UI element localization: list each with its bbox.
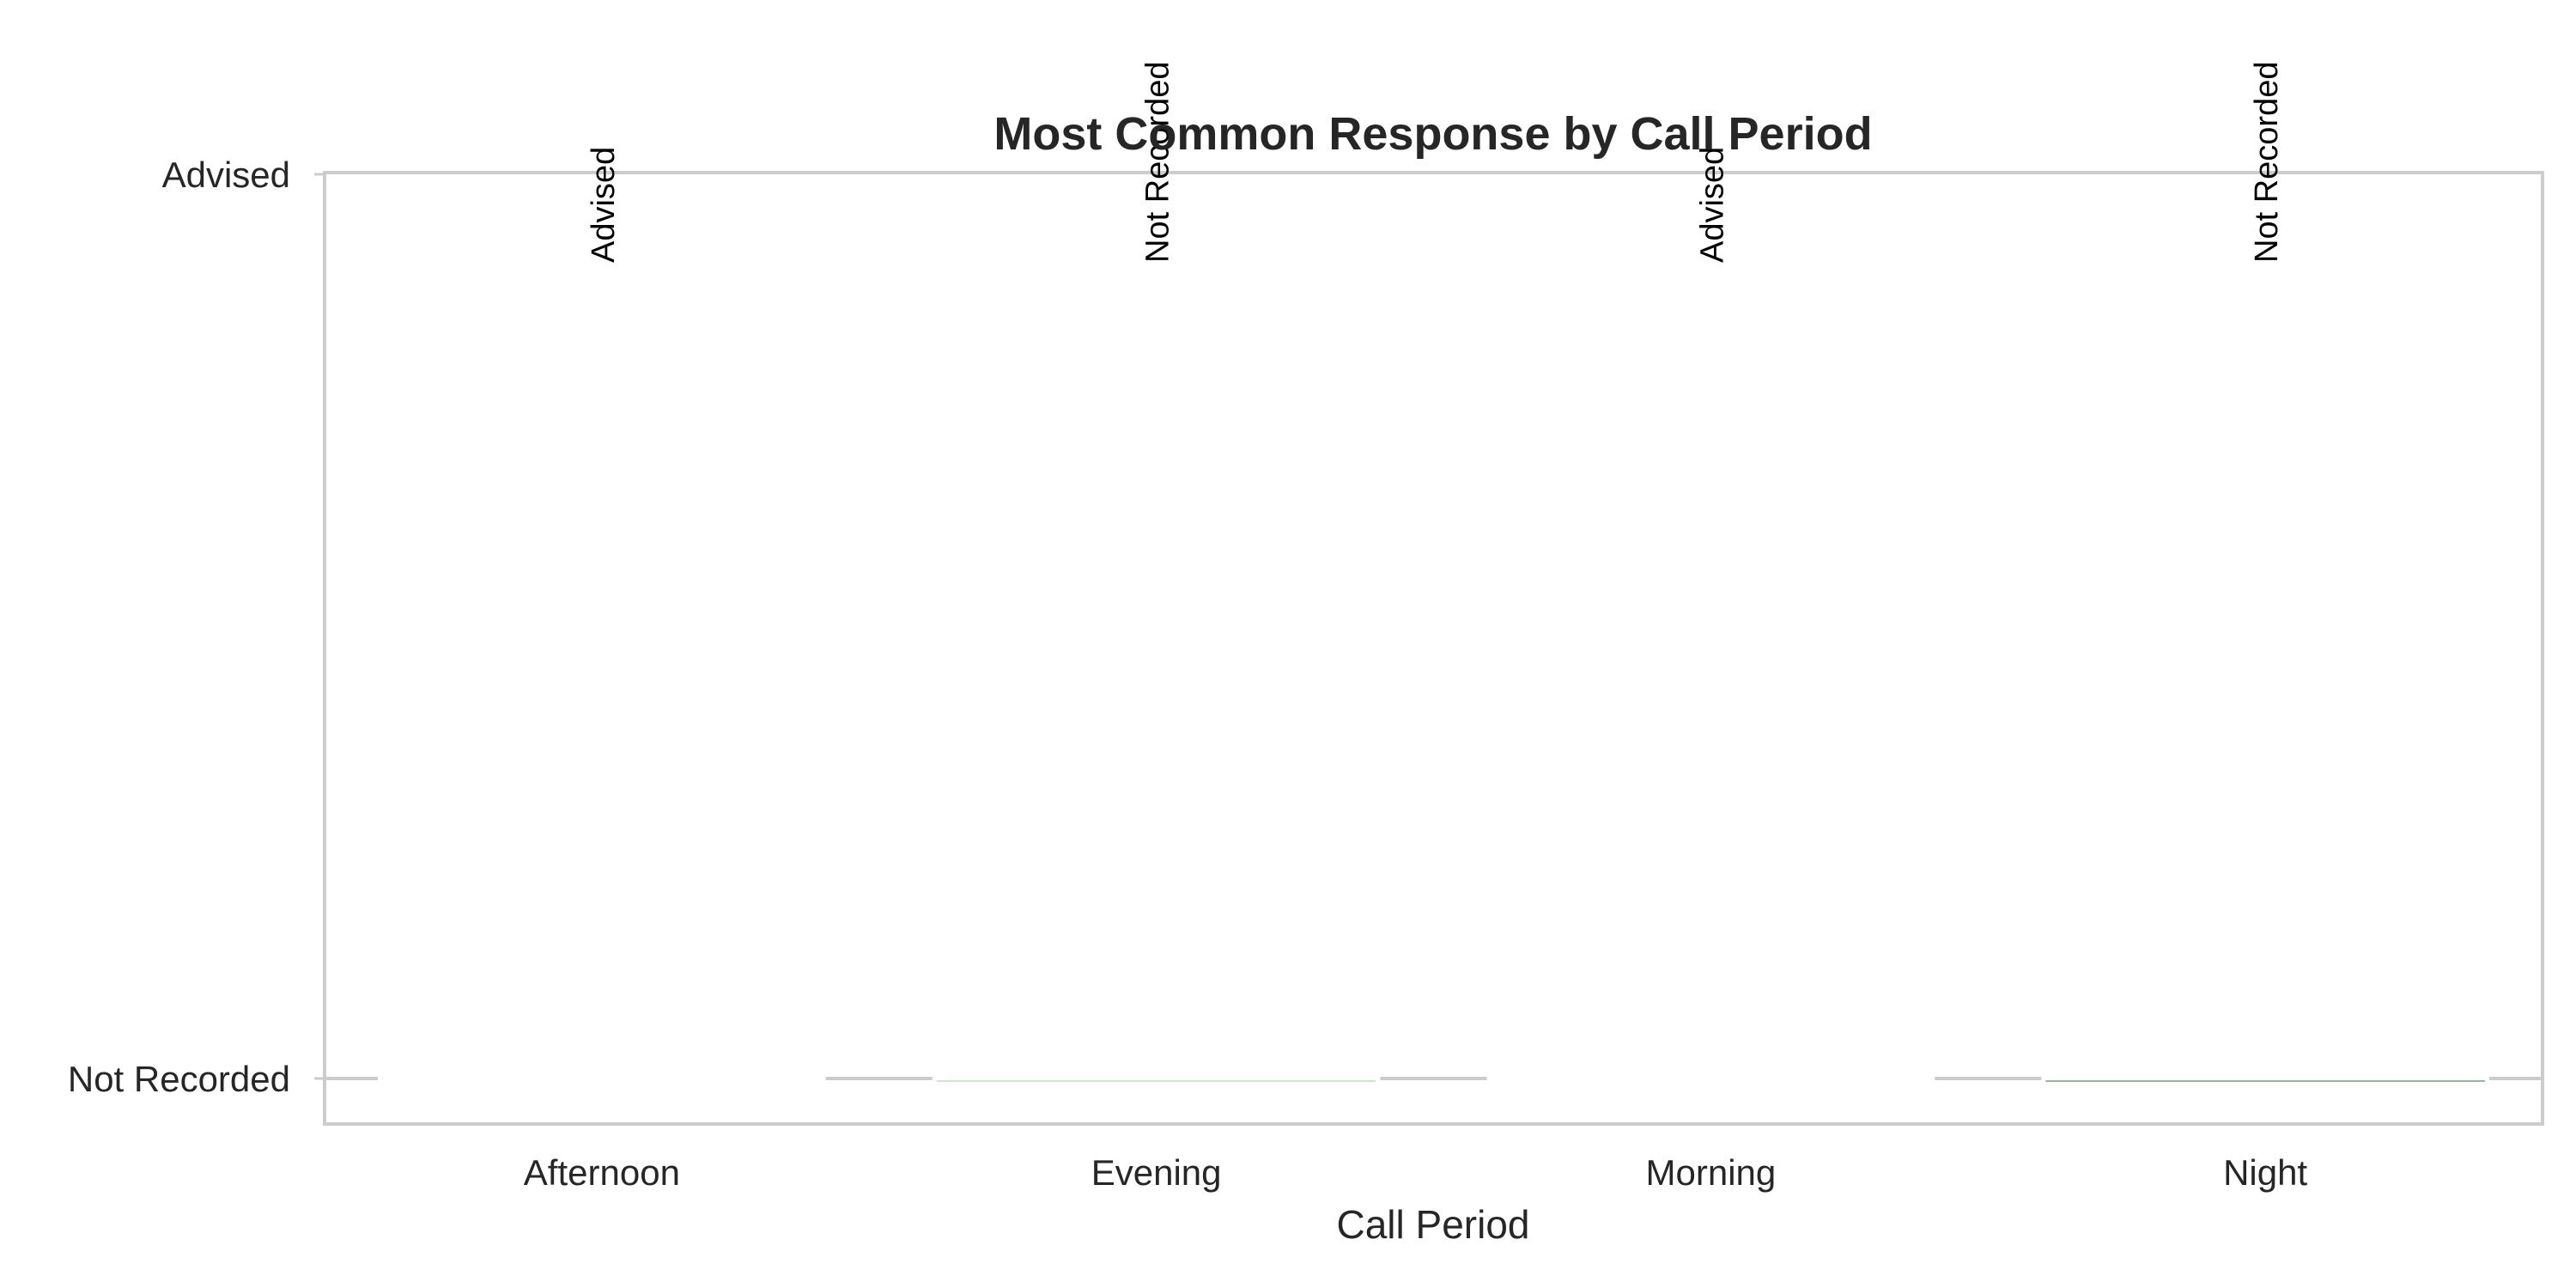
bar-value-label: Not Recorded [1140, 62, 1176, 263]
chart-title: Most Common Response by Call Period [993, 108, 1872, 160]
bar-labels: Advised Not Recorded Advised Not Recorded [586, 62, 2285, 263]
bar-value-label: Not Recorded [2249, 62, 2285, 263]
bar-evening [932, 1076, 1381, 1086]
x-tick-label: Night [2223, 1152, 2307, 1193]
x-tick-label: Evening [1091, 1152, 1222, 1193]
x-ticks: Afternoon Evening Morning Night [524, 1152, 2308, 1193]
y-tick-label: Advised [162, 155, 290, 195]
y-tick-label: Not Recorded [68, 1059, 290, 1099]
x-tick-label: Afternoon [524, 1152, 680, 1193]
bars-layer [325, 172, 2543, 1086]
bar-morning [1486, 172, 1935, 1081]
bar-value-label: Advised [1694, 147, 1730, 263]
bar-afternoon [378, 172, 826, 1081]
x-axis-label: Call Period [1337, 1202, 1530, 1247]
y-ticks: Not Recorded Advised [68, 155, 325, 1099]
plot-frame [323, 171, 2544, 1126]
x-tick-label: Morning [1646, 1152, 1777, 1193]
bar-value-label: Advised [586, 147, 622, 263]
bar-night [2041, 1076, 2489, 1086]
